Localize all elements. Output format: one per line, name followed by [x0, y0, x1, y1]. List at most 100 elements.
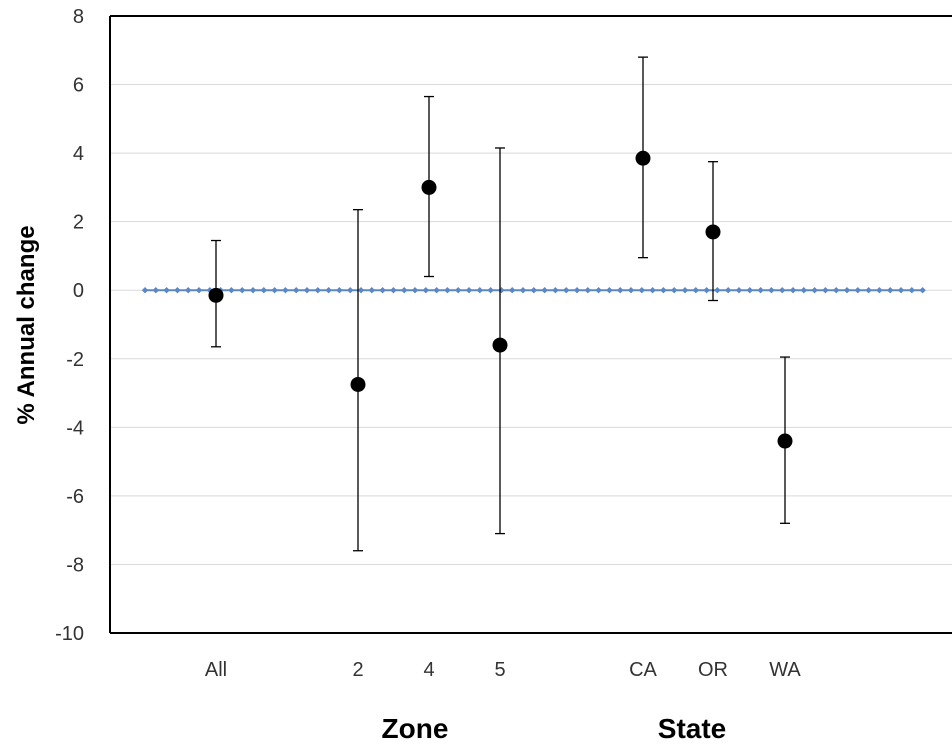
reference-line-marker — [833, 287, 840, 294]
reference-line-marker — [649, 287, 656, 294]
reference-line-marker — [368, 287, 375, 294]
reference-line-marker — [552, 287, 559, 294]
reference-line-marker — [336, 287, 343, 294]
reference-line-marker — [800, 287, 807, 294]
reference-line-marker — [260, 287, 267, 294]
reference-line-marker — [141, 287, 149, 294]
reference-line-marker — [671, 287, 678, 294]
error-bars — [211, 56, 790, 552]
reference-line-marker — [422, 287, 429, 294]
reference-line-marker — [627, 287, 635, 294]
reference-line-marker — [487, 287, 494, 294]
reference-line-marker — [865, 287, 872, 294]
reference-line-marker — [325, 287, 332, 294]
data-point-5 — [492, 337, 508, 353]
reference-line-marker — [541, 287, 548, 294]
y-tick-label: 8 — [73, 6, 84, 28]
reference-line-marker — [714, 287, 721, 294]
reference-line-marker — [411, 287, 419, 294]
reference-line-marker — [757, 287, 764, 294]
reference-line-marker — [195, 287, 203, 294]
x-tick-label-5: 5 — [494, 659, 505, 681]
reference-line-marker — [606, 287, 613, 294]
y-tick-label: -4 — [66, 417, 84, 439]
data-point-WA — [777, 433, 793, 449]
reference-line-marker — [433, 287, 440, 294]
reference-line-marker — [390, 287, 397, 294]
x-tick-label-4: 4 — [423, 659, 434, 681]
group-label-state: State — [658, 713, 726, 744]
x-tick-label-WA: WA — [769, 659, 801, 681]
reference-line-marker — [638, 287, 645, 294]
reference-line-marker — [725, 287, 732, 294]
reference-line-marker — [822, 287, 829, 294]
y-tick-label: 6 — [73, 75, 84, 97]
reference-line-marker — [768, 287, 775, 294]
reference-line-marker — [519, 287, 527, 294]
y-tick-label: -6 — [66, 486, 84, 508]
reference-line-marker — [476, 287, 483, 294]
group-label-zone: Zone — [382, 713, 449, 744]
reference-line-marker — [563, 287, 570, 294]
x-tick-label-2: 2 — [352, 659, 363, 681]
reference-line-marker — [876, 287, 883, 294]
y-tick-label: 4 — [73, 143, 84, 165]
reference-line-marker — [293, 287, 300, 294]
data-point-2 — [350, 376, 366, 392]
reference-line-marker — [174, 287, 181, 294]
reference-line-marker — [347, 287, 354, 294]
reference-line-marker — [703, 287, 710, 294]
reference-line-marker — [152, 287, 159, 294]
x-tick-label-All: All — [205, 659, 227, 681]
zero-reference-line — [141, 287, 926, 294]
gridlines — [110, 84, 952, 565]
data-point-All — [208, 287, 224, 303]
data-points — [208, 150, 793, 449]
y-tick-label: -2 — [66, 349, 84, 371]
reference-line-marker — [746, 287, 753, 294]
reference-line-marker — [530, 287, 537, 294]
reference-line-marker — [897, 287, 905, 294]
reference-line-marker — [735, 287, 743, 294]
reference-line-marker — [660, 287, 667, 294]
reference-line-marker — [185, 287, 192, 294]
axes — [109, 15, 952, 634]
reference-line-marker — [303, 287, 311, 294]
reference-line-marker — [465, 287, 473, 294]
reference-line-marker — [249, 287, 257, 294]
reference-line-marker — [314, 287, 321, 294]
reference-line-marker — [455, 287, 462, 294]
y-tick-label: -8 — [66, 554, 84, 576]
data-point-OR — [705, 224, 721, 240]
y-axis-title: % Annual change — [13, 225, 40, 424]
reference-line-marker — [509, 287, 516, 294]
reference-line-marker — [379, 287, 386, 294]
reference-line-marker — [271, 287, 278, 294]
y-tick-label: 0 — [73, 280, 84, 302]
reference-line-marker — [908, 287, 915, 294]
reference-line-marker — [498, 287, 505, 294]
reference-line-marker — [444, 287, 451, 294]
reference-line-marker — [282, 287, 289, 294]
reference-line-marker — [919, 287, 926, 294]
reference-line-marker — [228, 287, 235, 294]
x-tick-labels: All 2 4 5 CA OR WA — [205, 659, 802, 681]
reference-line-marker — [617, 287, 624, 294]
reference-line-marker — [357, 287, 365, 294]
reference-line-marker — [401, 287, 408, 294]
reference-line-marker — [887, 287, 894, 294]
reference-line-marker — [692, 287, 699, 294]
data-point-4 — [421, 179, 437, 195]
reference-line-marker — [681, 287, 689, 294]
reference-line-marker — [163, 287, 170, 294]
reference-line-marker — [843, 287, 851, 294]
reference-line-marker — [584, 287, 591, 294]
y-tick-label: 2 — [73, 212, 84, 234]
reference-line-marker — [779, 287, 786, 294]
reference-line-marker — [811, 287, 818, 294]
reference-line-marker — [239, 287, 246, 294]
x-tick-label-CA: CA — [629, 659, 657, 681]
data-point-CA — [635, 150, 651, 166]
reference-line-marker — [595, 287, 602, 294]
